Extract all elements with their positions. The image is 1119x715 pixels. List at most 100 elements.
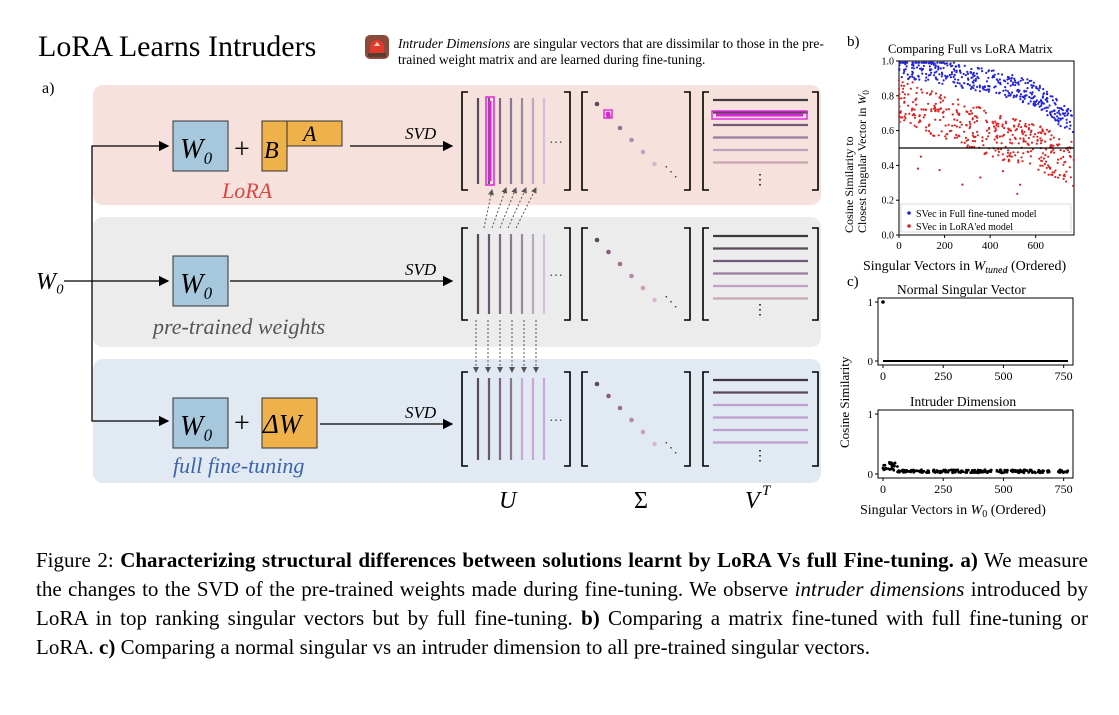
b-point-0-175 <box>932 107 935 110</box>
b-point-0-119 <box>916 86 919 89</box>
b-point-0-308 <box>1007 149 1010 152</box>
b-point-0-107 <box>1020 156 1023 159</box>
b-point-1-353 <box>928 62 931 65</box>
b-point-1-76 <box>1006 90 1009 93</box>
b-point-1-52 <box>1053 112 1056 116</box>
caption-a-text2: introduced by LoRA in top ranking singul… <box>36 577 1088 630</box>
b-point-0-304 <box>913 114 916 117</box>
b-point-1-202 <box>987 84 990 88</box>
panel-b-chart: b) Comparing Full vs LoRA Matrix Cosine … <box>842 34 1075 276</box>
b-point-0-152 <box>947 108 950 111</box>
b-point-1-339 <box>1064 112 1067 115</box>
b-point-0-295 <box>987 127 991 130</box>
intruder-point-217 <box>976 468 980 472</box>
b-point-0-8 <box>1059 149 1062 152</box>
b-point-0-99 <box>945 108 948 111</box>
sigma-dot-1-4 <box>640 285 646 291</box>
b-point-0-367 <box>1068 166 1071 169</box>
b-point-0-378 <box>953 136 956 139</box>
b-point-0-394 <box>909 87 912 90</box>
b-point-1-308 <box>903 68 906 71</box>
caption-prefix: Figure 2: <box>36 548 121 572</box>
u-bracket-1-0 <box>461 227 468 321</box>
b-point-1-14 <box>1067 112 1070 115</box>
b-point-0-120 <box>1041 152 1045 155</box>
c-intruder-ytick-label-1: 1 <box>868 409 874 421</box>
b-point-1-324 <box>1046 106 1049 109</box>
b-point-0-229 <box>1023 124 1027 127</box>
intruder-u-highlight <box>485 96 495 186</box>
b-point-0-230 <box>1017 125 1020 128</box>
caption-b-label: b) <box>581 606 600 630</box>
intruder-point-213 <box>986 471 989 474</box>
b-point-0-109 <box>1001 125 1004 128</box>
b-point-1-138 <box>1007 94 1010 97</box>
sigma-ellipsis-0: ⋱ <box>664 165 678 180</box>
b-point-1-163 <box>1069 124 1072 127</box>
u-ellipsis-1: ··· <box>549 269 563 284</box>
b-point-1-351 <box>983 88 986 91</box>
b-xtick-label-2: 400 <box>982 240 999 252</box>
intruder-point-244 <box>1038 470 1042 473</box>
b-point-0-190 <box>997 154 1000 157</box>
b-point-1-256 <box>953 78 957 81</box>
panel-c-xlabel: Singular Vectors in W0 (Ordered) <box>860 503 1046 520</box>
sigma-dot-1-2 <box>617 261 623 267</box>
b-point-1-409 <box>948 73 951 77</box>
b-point-0-350 <box>1056 143 1059 146</box>
b-point-0-218 <box>925 92 929 95</box>
b-point-0-44 <box>1032 135 1035 138</box>
b-point-1-2 <box>1042 88 1045 91</box>
delta-w-label: ΔW <box>262 409 304 439</box>
b-point-0-116 <box>1040 159 1043 162</box>
c-intruder-xtick-label-2: 500 <box>994 482 1012 496</box>
b-point-1-388 <box>940 61 943 64</box>
b-point-1-302 <box>1031 86 1034 89</box>
b-point-0-195 <box>997 122 1000 125</box>
b-point-1-165 <box>1037 102 1040 105</box>
b-point-1-164 <box>963 64 966 67</box>
b-point-0-104 <box>898 114 901 118</box>
b-point-0-404 <box>1049 151 1053 154</box>
pretrained-row-background <box>93 217 821 347</box>
b-point-0-159 <box>996 136 999 139</box>
b-point-1-219 <box>1030 79 1033 82</box>
caption-b-text: Comparing a matrix fine-tuned with full … <box>36 606 1089 659</box>
caption-title: Characterizing structural differences be… <box>120 548 954 572</box>
b-point-0-182 <box>1024 140 1027 143</box>
b-point-1-229 <box>1057 123 1060 126</box>
fullft-caption: full fine-tuning <box>173 453 304 478</box>
b-point-1-300 <box>972 71 975 74</box>
b-point-1-50 <box>1032 81 1035 84</box>
intruder-point-191 <box>910 468 914 472</box>
b-point-1-271 <box>1030 97 1033 100</box>
b-point-0-291 <box>1018 120 1022 123</box>
b-point-0-110 <box>955 110 959 114</box>
b-point-1-402 <box>1035 85 1038 88</box>
vt-bracket-1-1 <box>812 227 819 321</box>
b-point-1-368 <box>1052 109 1055 112</box>
vt-bracket-2-1 <box>812 371 819 467</box>
b-point-0-278 <box>1014 129 1017 132</box>
intruder-point-136 <box>957 470 961 474</box>
b-point-1-404 <box>1046 100 1049 103</box>
b-point-0-236 <box>1048 166 1052 169</box>
b-point-1-240 <box>964 74 967 77</box>
b-point-0-13 <box>995 124 998 127</box>
b-point-1-266 <box>985 80 989 83</box>
b-point-1-132 <box>1045 109 1048 113</box>
b-point-0-373 <box>903 100 906 103</box>
b-point-1-331 <box>1019 93 1023 96</box>
b-point-0-14 <box>908 112 911 115</box>
b-point-0-68 <box>1003 127 1006 130</box>
b-point-0-261 <box>974 135 977 138</box>
b-point-1-205 <box>987 90 990 93</box>
b-point-0-351 <box>1001 135 1004 138</box>
u-correspondence-arrows <box>473 187 539 373</box>
b-point-1-160 <box>939 67 942 70</box>
sigma-dot-0-5 <box>652 161 657 167</box>
b-point-0-325 <box>972 106 975 109</box>
b-point-0-129 <box>937 134 940 137</box>
b-point-0-376 <box>1038 157 1041 160</box>
intruder-point-243 <box>1064 470 1067 474</box>
